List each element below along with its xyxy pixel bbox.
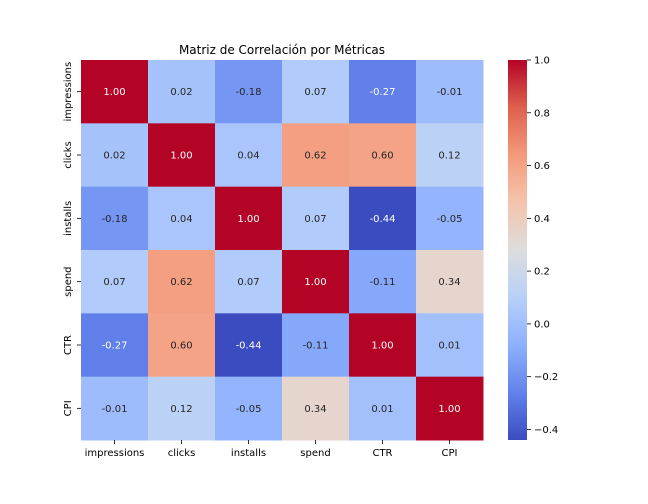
heatmap-cell <box>148 250 216 314</box>
x-axis-ticks: impressions clicks installs spend CTR CPI <box>85 440 458 459</box>
y-tick-label: CTR <box>63 335 74 355</box>
y-tick-label: CPI <box>63 400 74 416</box>
heatmap-cell <box>416 60 484 124</box>
heatmap-cell <box>81 376 149 441</box>
chart-title: Matriz de Correlación por Métricas <box>179 43 385 57</box>
heatmap-cell <box>282 376 350 441</box>
colorbar-tick-label: 0.6 <box>534 161 550 172</box>
heatmap-cells: 1.00 0.02 -0.18 0.07 -0.27 -0.01 0.02 1.00 0.04 0… <box>81 60 484 441</box>
heatmap-cell <box>215 60 283 124</box>
heatmap-cell <box>349 250 417 314</box>
cell-value-label: 1.00 <box>237 214 259 225</box>
heatmap-cell <box>81 186 149 251</box>
heatmap-cell <box>148 313 216 378</box>
cell-value-label: -0.05 <box>236 404 262 415</box>
cell-value-label: 0.07 <box>304 214 326 225</box>
heatmap-cell <box>215 376 283 441</box>
heatmap-cell <box>148 186 216 251</box>
heatmap-cell <box>282 60 350 124</box>
heatmap-cell <box>215 250 283 314</box>
cell-value-label: -0.18 <box>236 87 262 98</box>
heatmap-cell <box>81 123 149 188</box>
cell-value-label: 0.07 <box>304 87 326 98</box>
cell-value-label: 0.60 <box>371 151 393 162</box>
cell-value-label: -0.01 <box>102 404 128 415</box>
heatmap-cell <box>416 313 484 378</box>
heatmap-cell <box>349 60 417 124</box>
cell-value-label: 0.07 <box>237 277 259 288</box>
heatmap-cell <box>349 376 417 441</box>
heatmap-cell <box>81 250 149 314</box>
cell-value-label: 0.01 <box>371 404 393 415</box>
colorbar-tick-label: 0.4 <box>534 214 550 225</box>
heatmap-cell <box>416 186 484 251</box>
y-tick-label: clicks <box>63 141 74 169</box>
cell-value-label: 0.60 <box>170 341 192 352</box>
y-tick-label: spend <box>63 266 74 296</box>
heatmap-cell <box>416 123 484 188</box>
heatmap-cell <box>349 186 417 251</box>
heatmap-cell <box>215 123 283 188</box>
heatmap-cell <box>416 376 484 441</box>
cell-value-label: -0.18 <box>102 214 128 225</box>
heatmap-cell <box>349 123 417 188</box>
cell-value-label: 0.62 <box>304 151 326 162</box>
heatmap-cell <box>416 250 484 314</box>
cell-value-label: -0.27 <box>102 341 128 352</box>
cell-value-label: -0.27 <box>370 87 396 98</box>
heatmap-cell <box>282 250 350 314</box>
cell-value-label: -0.44 <box>370 214 396 225</box>
y-tick-label: installs <box>63 201 74 236</box>
cell-value-label: 1.00 <box>371 341 393 352</box>
x-tick-label: impressions <box>85 448 145 459</box>
heatmap-cell <box>282 186 350 251</box>
cell-value-label: 0.34 <box>304 404 326 415</box>
cell-value-label: -0.11 <box>303 341 329 352</box>
x-tick-label: CPI <box>442 448 458 459</box>
heatmap-cell <box>148 376 216 441</box>
cell-value-label: -0.01 <box>437 87 463 98</box>
y-axis-ticks: impressions clicks installs spend CTR CPI <box>63 62 81 416</box>
colorbar <box>508 60 527 440</box>
colorbar-ticks: 1.0 0.8 0.6 0.4 0.2 0.0 −0.2 −0.4 <box>527 56 558 436</box>
colorbar-tick-label: −0.4 <box>534 425 558 436</box>
cell-value-label: 0.62 <box>170 277 192 288</box>
cell-value-label: -0.05 <box>437 214 463 225</box>
cell-value-label: 1.00 <box>304 277 326 288</box>
heatmap-cell <box>215 186 283 251</box>
heatmap-cell <box>282 123 350 188</box>
colorbar-tick-label: 0.8 <box>534 108 550 119</box>
heatmap-cell <box>148 123 216 188</box>
colorbar-tick-label: 0.2 <box>534 267 550 278</box>
heatmap-cell <box>282 313 350 378</box>
cell-value-label: 0.12 <box>170 404 192 415</box>
x-tick-label: spend <box>300 448 330 459</box>
heatmap-cell <box>81 313 149 378</box>
cell-value-label: -0.11 <box>370 277 396 288</box>
cell-value-label: 0.02 <box>103 151 125 162</box>
cell-value-label: 0.34 <box>438 277 460 288</box>
colorbar-tick-label: 1.0 <box>534 56 550 67</box>
cell-value-label: 1.00 <box>103 87 125 98</box>
cell-value-label: 1.00 <box>170 151 192 162</box>
cell-value-label: -0.44 <box>236 341 262 352</box>
x-tick-label: installs <box>231 448 266 459</box>
cell-value-label: 0.02 <box>170 87 192 98</box>
cell-value-label: 0.04 <box>170 214 192 225</box>
cell-value-label: 1.00 <box>438 404 460 415</box>
cell-value-label: 0.12 <box>438 151 460 162</box>
heatmap-cell <box>215 313 283 378</box>
heatmap-cell <box>148 60 216 124</box>
x-tick-label: clicks <box>168 448 196 459</box>
heatmap-cell <box>81 60 149 124</box>
colorbar-tick-label: −0.2 <box>534 372 558 383</box>
colorbar-tick-label: 0.0 <box>534 319 550 330</box>
x-tick-label: CTR <box>372 448 392 459</box>
cell-value-label: 0.01 <box>438 341 460 352</box>
heatmap-cell <box>349 313 417 378</box>
y-tick-label: impressions <box>63 62 74 122</box>
cell-value-label: 0.04 <box>237 151 259 162</box>
cell-value-label: 0.07 <box>103 277 125 288</box>
